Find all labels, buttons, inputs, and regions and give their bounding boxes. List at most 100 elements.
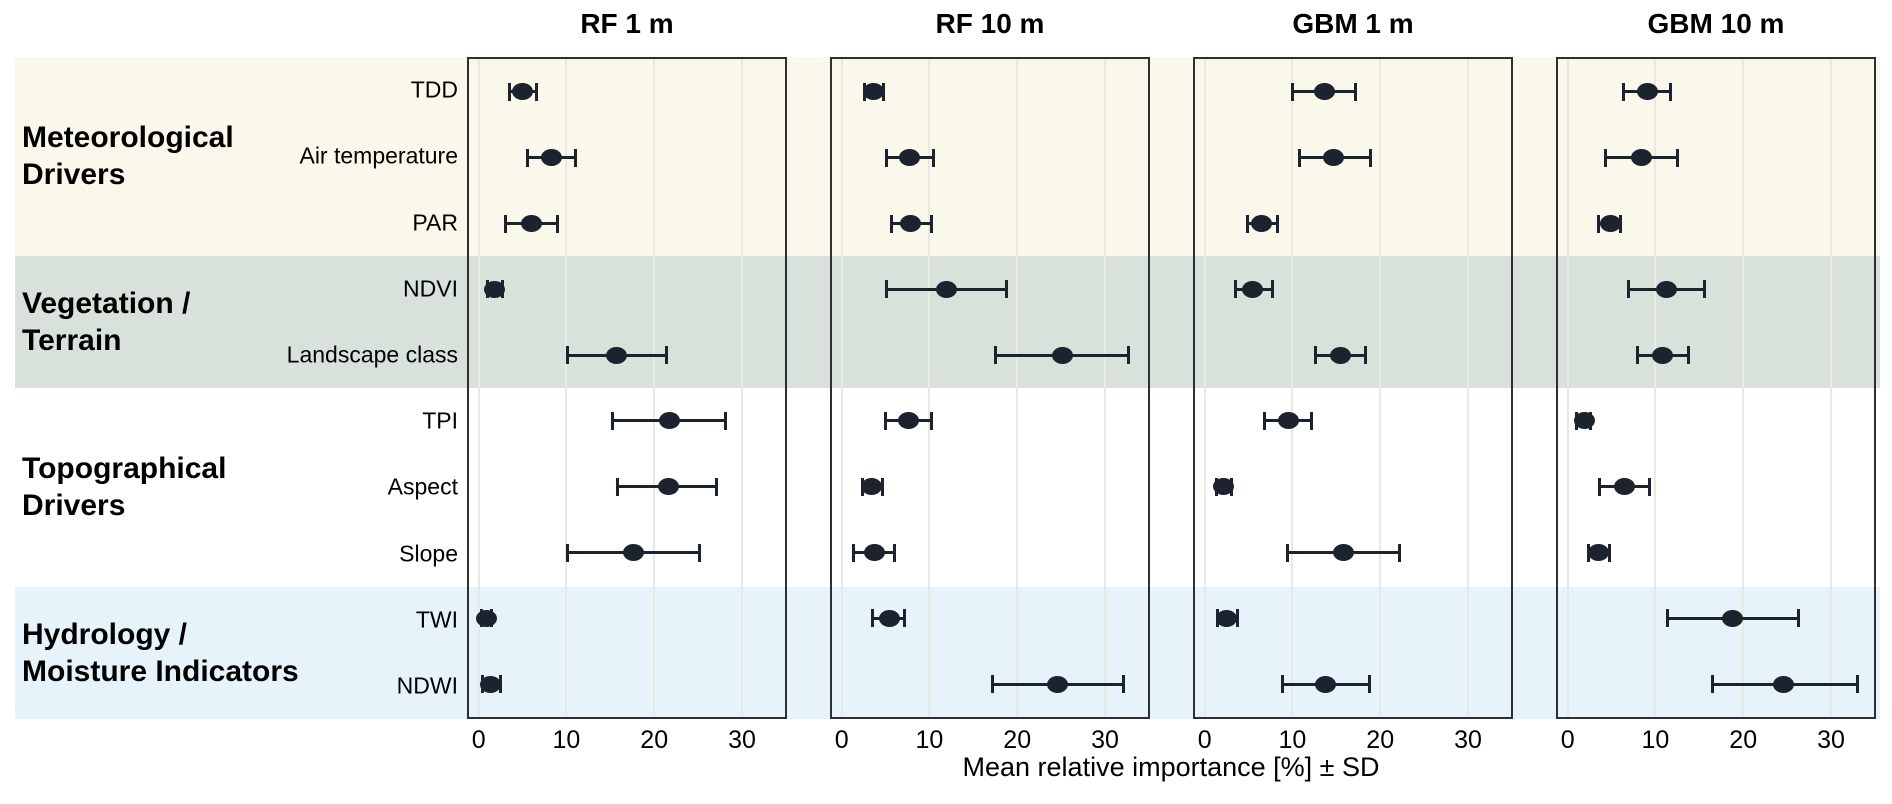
mean-dot <box>1651 346 1673 364</box>
grid-line <box>1016 59 1019 717</box>
error-cap-left <box>1604 148 1608 167</box>
mean-dot <box>1047 675 1069 693</box>
x-tick-label: 10 <box>1278 726 1307 754</box>
mean-dot <box>898 149 920 167</box>
error-cap-right <box>1669 82 1673 101</box>
grid-line <box>1103 59 1106 717</box>
error-cap-right <box>1275 214 1279 233</box>
mean-dot <box>1773 675 1795 693</box>
error-cap-left <box>1291 82 1295 101</box>
mean-dot <box>1637 83 1659 101</box>
error-cap-left <box>616 477 620 496</box>
x-axis-title: Mean relative importance [%] ± SD <box>962 752 1380 782</box>
group-label-line: Moisture Indicators <box>22 654 299 688</box>
error-cap-right <box>1368 148 1372 167</box>
mean-dot <box>897 412 919 430</box>
mean-dot <box>1242 280 1264 298</box>
error-cap-right <box>880 477 884 496</box>
error-cap-left <box>1665 609 1669 628</box>
error-cap-right <box>697 543 701 562</box>
error-cap-right <box>902 609 906 628</box>
x-tick-label: 30 <box>1454 726 1482 754</box>
row-label-ndwi: NDWI <box>396 672 458 699</box>
error-cap-right <box>1686 346 1690 365</box>
error-cap-left <box>1314 346 1318 365</box>
error-cap-left <box>1280 675 1284 694</box>
error-cap-right <box>1648 477 1652 496</box>
error-cap-left <box>1245 214 1249 233</box>
mean-dot <box>658 412 680 430</box>
error-cap-left <box>871 609 875 628</box>
row-label-slope: Slope <box>399 540 458 566</box>
error-cap-left <box>1598 477 1602 496</box>
mean-dot <box>1212 478 1234 496</box>
error-cap-right <box>1364 346 1368 365</box>
error-cap-right <box>930 214 934 233</box>
error-cap-right <box>930 411 934 430</box>
mean-dot <box>935 280 957 298</box>
error-cap-left <box>1636 346 1639 365</box>
mean-dot <box>1314 83 1336 101</box>
group-label: Topographical Drivers <box>22 450 226 524</box>
x-tick-label: 0 <box>834 726 849 754</box>
group-band-hydrology <box>15 586 1880 719</box>
x-tick-label: 30 <box>1817 726 1845 754</box>
mean-dot <box>861 478 882 496</box>
group-label: Hydrology / Moisture Indicators <box>22 616 299 690</box>
row-label-twi: TWI <box>415 606 458 633</box>
mean-dot <box>512 83 534 101</box>
mean-dot <box>605 346 627 364</box>
grid-line <box>928 59 931 717</box>
error-cap-right <box>931 148 935 167</box>
group-band-topographical <box>15 388 1880 587</box>
mean-dot <box>1052 346 1074 364</box>
error-cap-left <box>503 214 507 233</box>
panel-rf-1-m <box>467 57 787 719</box>
x-tick-label: 20 <box>640 726 669 754</box>
error-cap-right <box>1367 675 1371 694</box>
group-label: Meteorological Drivers <box>22 119 234 193</box>
grid-line <box>1203 59 1206 717</box>
grid-line <box>477 59 480 717</box>
error-cap-right <box>555 214 559 233</box>
group-band-vegetation <box>15 255 1880 388</box>
error-cap-left <box>1286 543 1290 562</box>
error-cap-left <box>566 346 570 365</box>
mean-dot <box>622 544 644 561</box>
mean-dot <box>1315 675 1337 693</box>
panel-gbm-1-m <box>1193 57 1513 719</box>
row-label-tdd: TDD <box>410 76 458 103</box>
row-label-tpi: TPI <box>422 407 458 434</box>
group-label: Vegetation / Terrain <box>22 285 190 359</box>
mean-dot <box>1656 280 1678 298</box>
error-cap-left <box>1297 148 1301 167</box>
mean-dot <box>1251 215 1273 232</box>
error-cap-right <box>1122 675 1126 694</box>
error-cap-right <box>535 82 539 101</box>
row-label-landscape-class: Landscape class <box>286 341 458 368</box>
error-cap-left <box>566 543 570 562</box>
error-cap-right <box>1607 543 1611 562</box>
x-tick-label: 20 <box>1003 726 1032 754</box>
error-cap-right <box>1271 280 1275 299</box>
error-cap-left <box>852 543 856 562</box>
error-cap-left <box>611 411 615 430</box>
mean-dot <box>480 675 502 693</box>
mean-dot <box>899 215 921 232</box>
x-tick-label: 10 <box>915 726 944 754</box>
mean-dot <box>483 280 505 298</box>
row-label-aspect: Aspect <box>387 473 458 500</box>
mean-dot <box>1600 215 1622 232</box>
x-tick-label: 30 <box>1091 726 1119 754</box>
row-label-par: PAR <box>412 209 458 235</box>
grid-line <box>1291 59 1294 717</box>
error-cap-right <box>1309 411 1313 430</box>
error-cap-left <box>883 411 887 430</box>
error-cap-right <box>714 477 718 496</box>
error-cap-left <box>1263 411 1267 430</box>
x-tick-label: 10 <box>552 726 581 754</box>
error-cap-right <box>1676 148 1680 167</box>
error-cap-left <box>884 280 888 299</box>
group-label-line: Hydrology / <box>22 617 188 651</box>
grid-line <box>565 59 568 717</box>
